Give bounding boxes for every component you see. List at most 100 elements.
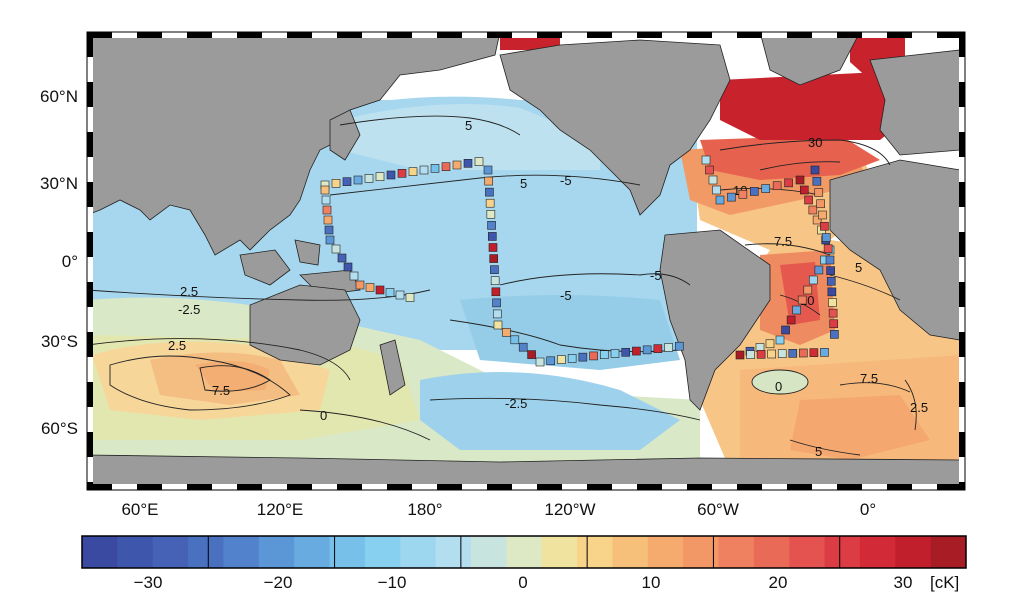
track-marker [331, 179, 341, 188]
frame-segment [959, 207, 965, 232]
frame-segment [959, 232, 965, 257]
frame-segment [837, 484, 862, 490]
frame-segment [762, 32, 787, 38]
frame-segment [512, 484, 537, 490]
track-marker [489, 254, 499, 263]
contour-label: 2.5 [180, 284, 198, 299]
track-marker [809, 275, 818, 285]
track-marker [322, 205, 332, 215]
frame-segment [262, 484, 287, 490]
frame-segment [487, 32, 512, 38]
colorbar-tick-label: −30 [134, 573, 163, 592]
frame-segment [562, 32, 587, 38]
track-marker [441, 162, 451, 171]
track-marker [715, 195, 725, 205]
track-marker [323, 215, 333, 225]
frame-segment [737, 32, 762, 38]
frame-segment [887, 484, 912, 490]
track-marker [653, 344, 663, 353]
lon-tick-label: 0° [860, 500, 876, 519]
track-marker [518, 342, 528, 352]
frame-segment [187, 484, 212, 490]
colorbar-unit-label: [cK] [930, 573, 959, 592]
track-marker [664, 343, 673, 352]
track-marker [355, 280, 365, 290]
track-marker [788, 349, 798, 358]
colorbar-swatch [294, 536, 331, 568]
track-marker [621, 347, 631, 357]
lon-tick-label: 60°E [121, 500, 158, 519]
eurasia-land [87, 32, 501, 256]
contour-label: 0 [775, 379, 782, 394]
contour-label: 30 [808, 135, 822, 150]
frame-segment [787, 484, 812, 490]
track-marker [375, 172, 385, 181]
frame-segment [687, 484, 712, 490]
colorbar-swatch [718, 536, 755, 568]
track-marker [510, 335, 520, 345]
frame-segment [362, 484, 387, 490]
colorbar-tick-labels: −30 −20 −10 0 10 20 30 [cK] [134, 573, 960, 592]
frame-segment [387, 32, 412, 38]
track-marker [803, 285, 813, 295]
frame-segment [237, 484, 262, 490]
frame-segment [87, 57, 93, 82]
track-marker [784, 178, 793, 188]
lon-tick-label: 180° [407, 500, 442, 519]
frame-segment [959, 82, 965, 107]
track-marker [408, 167, 418, 176]
frame-segment [959, 57, 965, 82]
track-marker [405, 293, 415, 302]
frame-segment [959, 157, 965, 182]
frame-segment [312, 484, 337, 490]
frame-segment [959, 457, 965, 482]
frame-segment [662, 484, 687, 490]
borneo-land [239, 249, 291, 286]
frame-segment [312, 32, 337, 38]
track-marker [599, 350, 609, 360]
track-marker [674, 341, 684, 351]
colorbar-swatch [895, 536, 932, 568]
frame-segment [587, 32, 612, 38]
frame-segment [812, 484, 837, 490]
track-marker [386, 170, 396, 180]
lat-tick-label: 0° [62, 252, 78, 271]
track-marker [324, 225, 334, 235]
colorbar-swatch [82, 536, 118, 568]
colorbar-tick-label: 10 [642, 573, 661, 592]
track-marker [557, 355, 566, 364]
colorbar-swatch [364, 536, 401, 568]
colorbar-swatch [612, 536, 649, 568]
frame-segment [737, 484, 762, 490]
africa-land [829, 159, 961, 341]
frame-segment [237, 32, 262, 38]
track-marker [430, 164, 440, 173]
frame-segment [87, 82, 93, 107]
land-masses [87, 32, 965, 490]
colorbar-tick-label: 0 [518, 573, 527, 592]
track-marker [491, 287, 501, 297]
track-marker [349, 271, 359, 281]
track-marker [761, 184, 771, 193]
track-marker [812, 176, 822, 186]
colorbar-swatch [223, 536, 260, 568]
frame-segment [959, 257, 965, 282]
track-marker [493, 320, 503, 330]
frame-segment [959, 357, 965, 382]
contour-label: -2.5 [505, 396, 527, 411]
track-marker [781, 325, 790, 335]
frame-segment [959, 332, 965, 357]
frame-segment [862, 32, 887, 38]
track-marker [490, 276, 500, 286]
track-marker [364, 174, 374, 183]
track-marker [492, 309, 502, 319]
track-marker [820, 348, 829, 357]
frame-segment [87, 457, 93, 482]
contour-label: 5 [465, 118, 472, 133]
lat-tick-labels: 60°N 30°N 0° 30°S 60°S [40, 87, 78, 438]
frame-segment [712, 32, 737, 38]
frame-segment [959, 107, 965, 132]
frame-segment [137, 32, 162, 38]
contour-label: -5 [560, 173, 572, 188]
track-marker [792, 305, 801, 315]
